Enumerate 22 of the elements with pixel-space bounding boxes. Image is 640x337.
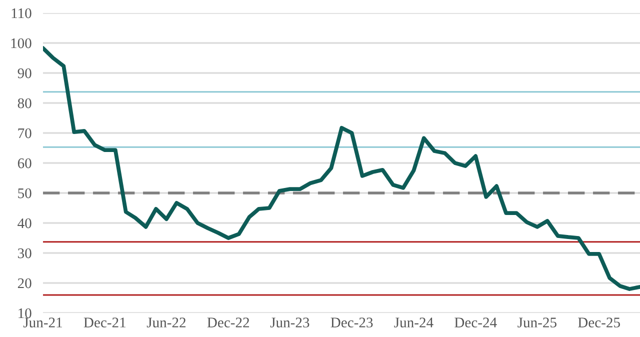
x-tick-label: Jun-23	[270, 318, 310, 328]
y-tick-label: 70	[18, 128, 32, 138]
x-tick-label: Dec-24	[454, 318, 497, 328]
y-tick-label: 60	[18, 158, 32, 168]
y-tick-label: 40	[18, 218, 32, 228]
x-tick-label: Jun-22	[146, 318, 186, 328]
y-tick-label: 10	[18, 308, 32, 318]
x-tick-label: Dec-25	[578, 318, 620, 328]
y-tick-label: 50	[18, 188, 32, 198]
y-tick-label: 100	[11, 38, 32, 48]
y-tick-label: 80	[18, 98, 32, 108]
y-tick-label: 30	[18, 248, 32, 258]
x-tick-label: Dec-21	[84, 318, 126, 328]
y-tick-label: 110	[12, 8, 32, 18]
y-tick-label: 90	[18, 68, 32, 78]
line-series	[43, 46, 640, 291]
x-tick-label: Dec-23	[330, 318, 373, 328]
x-tick-label: Dec-22	[207, 318, 250, 328]
x-tick-label: Jun-21	[23, 318, 62, 328]
y-tick-label: 20	[18, 278, 32, 288]
x-tick-label: Jun-25	[518, 318, 556, 328]
x-tick-label: Jun-24	[394, 318, 434, 328]
